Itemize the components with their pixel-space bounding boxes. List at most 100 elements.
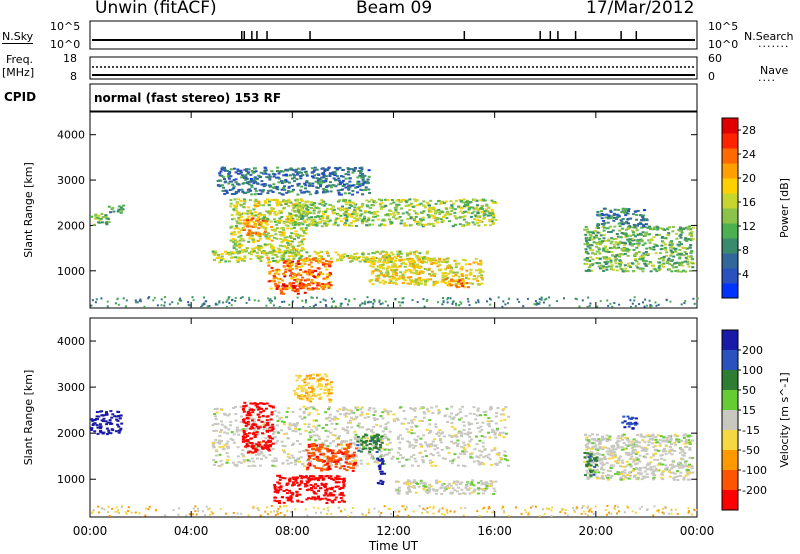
data-cell (463, 215, 467, 218)
data-cell (496, 452, 500, 455)
data-cell (339, 413, 343, 416)
data-cell (283, 236, 287, 239)
data-cell (493, 448, 497, 451)
data-cell (316, 181, 320, 184)
data-cell (666, 228, 670, 231)
data-cell (347, 409, 351, 412)
data-cell (279, 180, 283, 183)
data-cell (479, 220, 482, 223)
heatmap-cells (90, 166, 699, 308)
data-cell (346, 209, 350, 211)
data-cell (430, 464, 434, 467)
data-cell (330, 422, 334, 425)
data-cell (261, 447, 265, 450)
data-cell (277, 411, 281, 414)
data-cell (262, 454, 266, 457)
clutter-cell (633, 296, 636, 299)
data-cell (113, 415, 117, 418)
data-cell (354, 406, 358, 409)
data-cell (315, 177, 319, 180)
data-cell (276, 260, 280, 263)
data-cell (392, 201, 396, 204)
data-cell (314, 216, 317, 219)
clutter-cell (201, 304, 204, 307)
data-cell (691, 226, 695, 229)
data-cell (324, 262, 327, 265)
data-cell (229, 175, 233, 178)
data-cell (230, 431, 234, 434)
data-cell (416, 222, 420, 225)
data-cell (258, 247, 262, 250)
data-cell (272, 249, 276, 252)
data-cell (597, 226, 600, 229)
data-cell (281, 200, 285, 203)
data-cell (371, 256, 375, 259)
clutter-cell (322, 298, 325, 301)
data-cell (358, 438, 362, 441)
data-cell (268, 175, 272, 178)
data-cell (609, 259, 613, 262)
data-cell (116, 210, 120, 213)
data-cell (233, 239, 237, 242)
data-cell (288, 422, 292, 425)
data-cell (355, 212, 359, 215)
data-cell (274, 459, 278, 462)
data-cell (248, 235, 252, 237)
data-cell (348, 461, 352, 463)
data-cell (293, 290, 297, 293)
data-cell (309, 406, 313, 409)
data-cell (105, 413, 109, 416)
data-cell (331, 434, 335, 436)
data-cell (478, 430, 482, 433)
data-cell (445, 261, 449, 264)
data-cell (644, 260, 648, 263)
clutter-cell (208, 305, 211, 307)
data-cell (383, 408, 387, 411)
nave-label: Nave (760, 64, 789, 77)
data-cell (352, 467, 356, 470)
clutter-cell (542, 301, 545, 304)
data-cell (273, 173, 277, 176)
data-cell (277, 251, 281, 254)
data-cell (248, 450, 252, 453)
data-cell (296, 278, 300, 281)
data-cell (266, 428, 269, 431)
data-cell (309, 434, 312, 437)
clutter-cell (447, 297, 450, 299)
data-cell (468, 435, 472, 438)
data-cell (371, 270, 375, 273)
clutter-cell (535, 302, 538, 305)
data-cell (617, 246, 621, 249)
data-cell (265, 223, 269, 226)
data-cell (373, 411, 377, 413)
data-cell (268, 436, 272, 439)
data-cell (252, 431, 256, 434)
data-cell (431, 454, 435, 457)
data-cell (684, 237, 688, 240)
data-cell (431, 222, 435, 225)
data-cell (329, 284, 333, 287)
clutter-cell (486, 300, 488, 303)
clutter-cell (633, 299, 636, 302)
data-cell (298, 483, 302, 486)
data-cell (298, 488, 302, 490)
data-cell (218, 439, 222, 442)
data-cell (429, 278, 433, 281)
data-cell (473, 223, 477, 226)
data-cell (246, 417, 250, 420)
data-cell (298, 282, 302, 285)
data-cell (601, 214, 605, 217)
data-cell (657, 264, 661, 267)
data-cell (386, 453, 389, 456)
data-cell (305, 224, 309, 227)
data-cell (686, 255, 690, 258)
data-cell (218, 174, 222, 177)
data-cell (324, 411, 328, 414)
data-cell (404, 199, 407, 202)
data-cell (620, 211, 624, 214)
data-cell (342, 477, 346, 480)
data-cell (465, 277, 468, 279)
data-cell (466, 204, 470, 206)
data-cell (253, 464, 257, 467)
data-cell (367, 175, 371, 178)
